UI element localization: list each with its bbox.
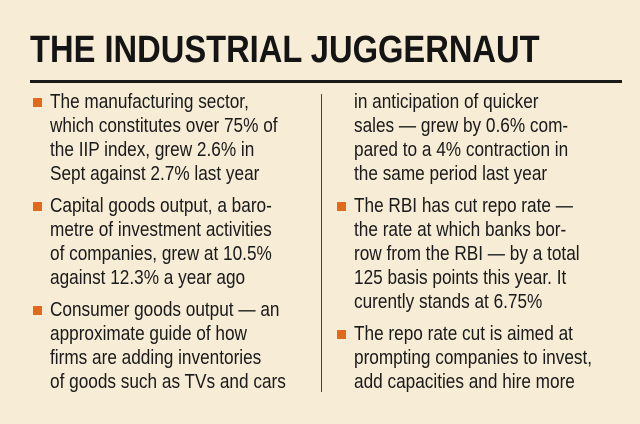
bullet-text-line: approximate guide of how xyxy=(50,323,247,345)
bullet-text-line: Sept against 2.7% last year xyxy=(50,163,260,185)
bullet-text-line: metre of investment activities xyxy=(50,219,272,241)
right-column: in anticipation of quicker sales — grew … xyxy=(334,90,629,402)
bullet-text-line: Capital goods output, a baro- xyxy=(50,195,272,217)
bullet-text-line: The manufacturing sector, xyxy=(50,91,249,113)
bullet-square-icon xyxy=(33,202,42,211)
bullet-text-line: against 12.3% a year ago xyxy=(50,267,246,289)
bullet-text-line: the rate at which banks bor- xyxy=(354,219,567,241)
bullet-text-line: of goods such as TVs and cars xyxy=(50,371,286,393)
bullet-text-line: sales — grew by 0.6% com- xyxy=(354,115,569,137)
bullet-square-icon xyxy=(33,98,42,107)
bullet-text-line: add capacities and hire more xyxy=(354,371,575,393)
bullet-text-line: curently stands at 6.75% xyxy=(354,291,543,313)
bullet-text-line: Consumer goods output — an xyxy=(50,299,280,321)
bullet-text-line: row from the RBI — by a total xyxy=(354,243,580,265)
bullet-text-line: the same period last year xyxy=(354,163,548,185)
column-divider xyxy=(321,94,322,392)
bullet-rbi-repo: The RBI has cut repo rate — the rate at … xyxy=(334,194,629,314)
bullet-text-line: the IIP index, grew 2.6% in xyxy=(50,139,255,161)
page-title: THE INDUSTRIAL JUGGERNAUT xyxy=(30,29,540,71)
bullet-manufacturing: The manufacturing sector, which constitu… xyxy=(30,90,315,186)
bullet-text-line: which constitutes over 75% of xyxy=(50,115,278,137)
bullet-square-icon xyxy=(33,306,42,315)
bullet-text-line: firms are adding inventories xyxy=(50,347,262,369)
bullet-capital-goods: Capital goods output, a baro- metre of i… xyxy=(30,194,315,290)
bullet-text-line: of companies, grew at 10.5% xyxy=(50,243,272,265)
bullet-text-line: prompting companies to invest, xyxy=(354,347,593,369)
bullet-square-icon xyxy=(337,202,346,211)
bullet-text-line: 125 basis points this year. It xyxy=(354,267,567,289)
bullet-square-icon xyxy=(337,330,346,339)
left-column: The manufacturing sector, which constitu… xyxy=(30,90,315,402)
bullet-text-line: The repo rate cut is aimed at xyxy=(354,323,573,345)
bullet-consumer-goods: Consumer goods output — an approximate g… xyxy=(30,298,315,394)
bullet-repo-cut-aim: The repo rate cut is aimed at prompting … xyxy=(334,322,629,394)
bullet-text-line: The RBI has cut repo rate — xyxy=(354,195,573,217)
title-underline xyxy=(30,80,622,83)
bullet-consumer-goods-continued: in anticipation of quicker sales — grew … xyxy=(334,90,629,186)
bullet-text-line: in anticipation of quicker xyxy=(354,91,539,113)
bullet-text-line: pared to a 4% contraction in xyxy=(354,139,569,161)
